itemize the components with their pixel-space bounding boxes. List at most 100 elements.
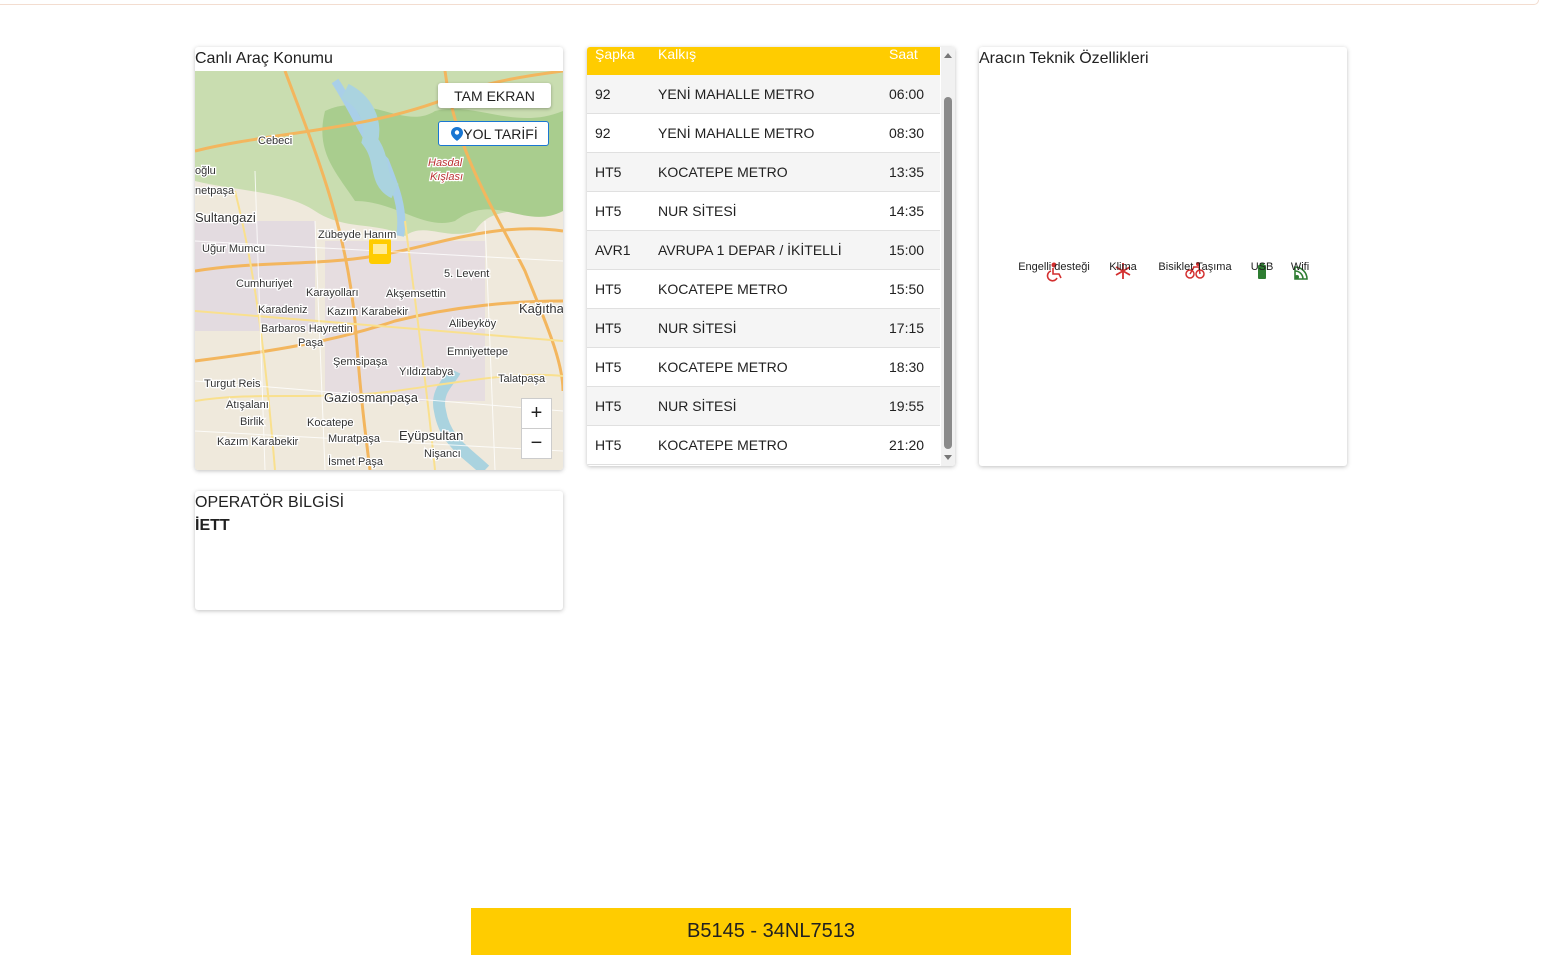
table-row: HT5 KOCATEPE METRO 13:35 [587, 153, 940, 192]
map-label: Eyüpsultan [399, 428, 463, 443]
map-label: Kocatepe [307, 417, 353, 429]
map-label: İsmet Paşa [328, 455, 384, 468]
feature-label: Klima [1109, 261, 1137, 273]
table-row: AVR1 AVRUPA 1 DEPAR / İKİTELLİ 15:00 [587, 231, 940, 270]
table-row: 92 YENİ MAHALLE METRO 08:30 [587, 114, 940, 153]
table-cell: NUR SİTESİ [658, 398, 737, 414]
table-row: HT5 KOCATEPE METRO 15:50 [587, 270, 940, 309]
table-cell: 18:30 [889, 359, 925, 375]
table-header: Şapka Kalkış Saat [587, 47, 940, 75]
table-cell: 19:55 [889, 398, 925, 414]
map-label: Turgut Reis [204, 378, 261, 390]
map-label: Yıldıztabya [399, 366, 454, 378]
map-label: Muratpaşa [328, 433, 381, 445]
table-row: HT5 NUR SİTESİ 14:35 [587, 192, 940, 231]
table-cell: 15:00 [889, 242, 925, 258]
map-label: Sultangazi [195, 210, 256, 225]
table-cell: HT5 [595, 359, 622, 375]
header-cell: Saat [889, 47, 918, 62]
map-label: Kazım Karabekir [327, 306, 409, 318]
table-cell: AVRUPA 1 DEPAR / İKİTELLİ [658, 242, 842, 258]
table-cell: HT5 [595, 281, 622, 297]
map-card: Canlı Araç Konumu Cebeci Sultangazi Uğur M… [195, 47, 563, 470]
map-label: Emniyettepe [447, 346, 508, 358]
table-cell: HT5 [595, 437, 622, 453]
map-label: Birlik [240, 416, 264, 428]
vehicle-banner: B5145 - 34NL7513 [471, 908, 1071, 955]
table-cell: 17:15 [889, 320, 925, 336]
zoom-out[interactable]: − [521, 428, 552, 459]
table-row: HT5 KOCATEPE METRO 21:20 [587, 426, 940, 465]
map-label: Kazım Karabekir [217, 436, 299, 448]
table-cell: KOCATEPE METRO [658, 437, 788, 453]
table-cell: 08:30 [889, 125, 925, 141]
map-label: Atışalanı [226, 399, 269, 411]
table-cell: KOCATEPE METRO [658, 164, 788, 180]
card-title: OPERATÖR BİLGİSİ [195, 494, 345, 511]
top-border [0, 0, 1539, 5]
scrollbar-thumb[interactable] [944, 97, 952, 449]
table-cell: 21:20 [889, 437, 925, 453]
table-cell: YENİ MAHALLE METRO [658, 86, 815, 102]
map-label: Alibeyköy [449, 318, 497, 330]
table-cell: NUR SİTESİ [658, 320, 737, 336]
table-row: HT5 KOCATEPE METRO 18:30 [587, 348, 940, 387]
map-label: Gaziosmanpaşa [324, 390, 419, 405]
map-label: Nişancı [424, 448, 461, 460]
table-cell: HT5 [595, 203, 622, 219]
operator-card: OPERATÖR BİLGİSİ İETT [195, 491, 563, 610]
table-cell: 14:35 [889, 203, 925, 219]
card-title: Aracın Teknik Özellikleri [979, 50, 1149, 67]
map-label: Paşa [298, 337, 324, 349]
map-label: Barbaros Hayrettin [261, 323, 353, 335]
map-label: 5. Levent [444, 268, 489, 280]
zoom-in[interactable]: + [521, 398, 552, 429]
table-cell: NUR SİTESİ [658, 203, 737, 219]
table-row: 92 YENİ MAHALLE METRO 06:00 [587, 75, 940, 114]
table-row: HT5 NUR SİTESİ 19:55 [587, 387, 940, 426]
features-card: Aracın Teknik Özellikleri Engelli desteğ… [979, 47, 1347, 466]
header-cell: Kalkış [658, 47, 697, 62]
map-label: Karadeniz [258, 304, 308, 316]
map-label: Kağıtha [519, 301, 563, 316]
table-cell: KOCATEPE METRO [658, 359, 788, 375]
map-label: Cumhuriyet [236, 278, 292, 290]
map-label: Cebeci [258, 135, 292, 147]
table-cell: YENİ MAHALLE METRO [658, 125, 815, 141]
table-cell: AVR1 [595, 242, 631, 258]
table-cell: 15:50 [889, 281, 925, 297]
scroll-arrows [944, 53, 952, 460]
fullscreen-button[interactable]: TAM EKRAN [438, 83, 551, 108]
table-cell: 13:35 [889, 164, 925, 180]
map-label: Talatpaşa [498, 373, 546, 385]
operator-name: İETT [195, 517, 230, 534]
header-cell: Şapka [595, 47, 635, 62]
pin-icon [451, 127, 463, 141]
table-cell: 92 [595, 86, 611, 102]
table-row: HT5 NUR SİTESİ 17:15 [587, 309, 940, 348]
table-cell: HT5 [595, 398, 622, 414]
table-cell: HT5 [595, 164, 622, 180]
map-label: Hasdal [428, 157, 463, 169]
table-cell: HT5 [595, 320, 622, 336]
table-cell: 92 [595, 125, 611, 141]
map-label: netpaşa [195, 185, 235, 197]
feature-label: Engelli desteği [1018, 261, 1090, 273]
map-label: oğlu [195, 165, 216, 177]
map-label: Akşemsettin [386, 288, 446, 300]
table-cell: 06:00 [889, 86, 925, 102]
schedule-table: Şapka Kalkış Saat 92 YENİ MAHALLE METRO 06… [587, 47, 940, 466]
card-title: Canlı Araç Konumu [195, 50, 333, 67]
map-label: Zübeyde Hanım [318, 229, 396, 241]
map-label: Uğur Mumcu [202, 243, 265, 255]
map-label: Şemsipaşa [333, 356, 388, 368]
feature-label: Bisiklet Taşıma [1158, 261, 1232, 273]
scrollbar[interactable] [941, 47, 955, 466]
map-label: Kışlası [430, 171, 463, 183]
table-cell: KOCATEPE METRO [658, 281, 788, 297]
feature-label: USB [1250, 261, 1274, 273]
feature-label: Wifi [1290, 261, 1310, 273]
map-label: Karayolları [306, 287, 359, 299]
